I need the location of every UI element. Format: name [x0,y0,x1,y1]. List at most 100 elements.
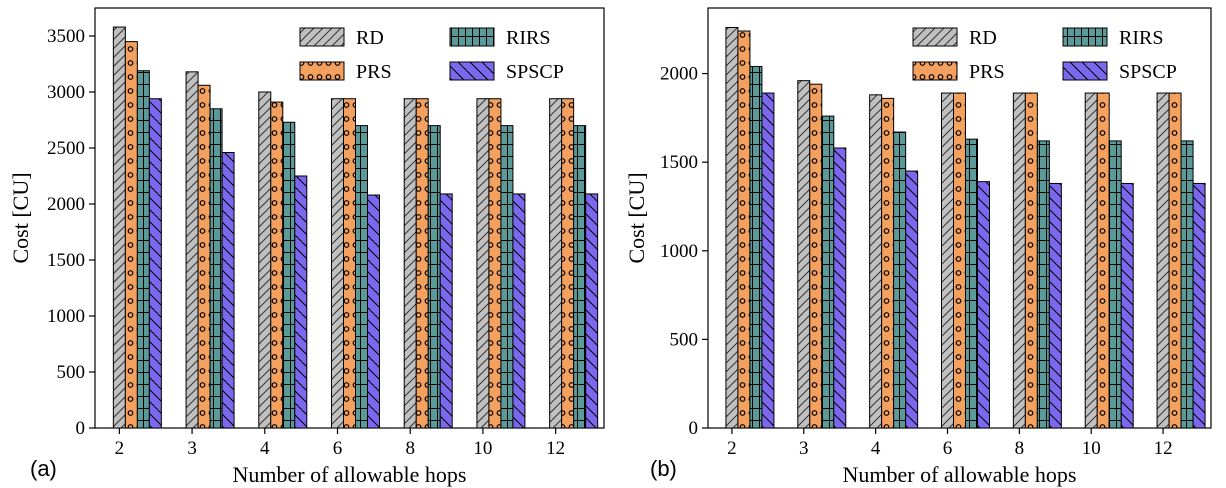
x-tick-label: 3 [187,438,197,459]
x-tick-label: 2 [727,438,737,459]
chart-panel-a: 0 500 1000 1500 2000 2500 3000 3500 2 3 4 6 8 10 12 Num… [8,7,605,487]
bar-prs [881,97,895,429]
bar-rd [549,98,563,429]
y-axis-label: Cost [CU] [624,172,649,263]
legend-swatch-rd [912,27,958,47]
bar-spscp [439,193,453,429]
x-tick-label: 10 [1082,438,1101,459]
x-tick-label: 12 [546,438,565,459]
bar-rd [185,71,199,429]
legend-label-rd: RD [969,27,997,49]
bar-prs [415,98,429,429]
y-tick-label: 2000 [47,194,85,215]
y-tick-label: 0 [76,418,86,439]
y-tick-label: 500 [670,329,699,350]
bar-rirs [427,125,441,429]
legend-swatch-rirs [1062,27,1108,47]
bar-rd [1012,92,1026,429]
bar-prs [197,84,211,429]
bar-rd [1156,92,1170,429]
legend-swatch-spscp [449,61,495,81]
y-tick-label: 1000 [47,306,85,327]
bar-spscp [1192,182,1206,429]
y-tick-label: 500 [57,362,86,383]
bar-rirs [821,115,835,429]
y-tick-label: 2000 [660,64,698,85]
legend-swatch-prs [912,61,958,81]
bar-rd [725,26,739,429]
bar-prs [953,92,966,429]
x-tick-label: 10 [473,438,492,459]
bar-spscp [1120,182,1134,429]
x-tick-label: 6 [333,438,343,459]
bar-spscp [148,98,162,429]
bar-rirs [573,125,587,429]
x-axis-label: Number of allowable hops [843,462,1077,487]
x-tick-label: 8 [1015,438,1025,459]
legend-swatch-rd [299,27,345,47]
bar-spscp [221,151,235,429]
bar-prs [1024,92,1038,429]
panel-label: (a) [30,456,57,481]
legend-label-spscp: SPSCP [1119,61,1177,83]
bar-rd [403,98,417,429]
bar-rd [797,80,811,429]
bar-rirs [1108,140,1122,429]
bar-spscp [761,92,775,429]
legend-swatch-rirs [449,27,495,47]
bar-spscp [294,175,308,429]
bar-prs [124,41,138,429]
x-axis-label: Number of allowable hops [233,462,467,487]
y-axis-label: Cost [CU] [8,172,33,263]
bar-prs [343,98,356,429]
bar-prs [809,83,823,429]
bar-rirs [893,131,907,429]
legend-label-spscp: SPSCP [506,61,564,83]
bar-rirs [282,121,296,429]
bar-rd [476,98,490,429]
legend-label-prs: PRS [356,61,392,83]
x-tick-label: 4 [871,438,881,459]
y-tick-label: 2500 [47,138,85,159]
x-tick-label: 6 [943,438,953,459]
y-tick-label: 1500 [47,250,85,271]
bar-rd [869,94,883,429]
legend-label-rd: RD [356,27,384,49]
x-tick-label: 8 [405,438,415,459]
legend-label-rirs: RIRS [1119,27,1163,49]
bar-prs [561,98,575,429]
y-tick-label: 1500 [660,152,698,173]
bar-rd [331,98,344,429]
bar-rirs [1180,140,1194,429]
bar-rd [941,92,954,429]
y-tick-label: 3000 [47,82,85,103]
bar-rirs [749,65,763,429]
x-tick-label: 2 [115,438,125,459]
bar-rirs [209,108,223,429]
bar-spscp [833,147,847,429]
bar-spscp [367,194,380,429]
bar-rirs [965,138,978,429]
bar-spscp [1048,182,1062,429]
bar-rirs [136,70,150,429]
legend-swatch-spscp [1062,61,1108,81]
bar-spscp [512,193,526,429]
legend-swatch-prs [299,61,345,81]
y-tick-label: 0 [689,418,699,439]
bar-rd [1084,92,1098,429]
bar-rirs [1036,140,1050,429]
bar-rd [258,91,272,429]
legend-label-prs: PRS [969,61,1005,83]
x-tick-label: 4 [260,438,270,459]
chart-panel-b: 0 500 1000 1500 2000 2 3 4 6 8 10 12 Number of allow… [624,7,1212,487]
bar-spscp [585,193,599,429]
bar-rirs [500,125,514,429]
legend-label-rirs: RIRS [506,27,550,49]
y-tick-label: 3500 [47,26,85,47]
y-tick-label: 1000 [660,241,698,262]
panel-label: (b) [650,456,677,481]
bar-rirs [355,125,368,429]
bar-prs [488,98,502,429]
bar-rd [112,26,126,429]
